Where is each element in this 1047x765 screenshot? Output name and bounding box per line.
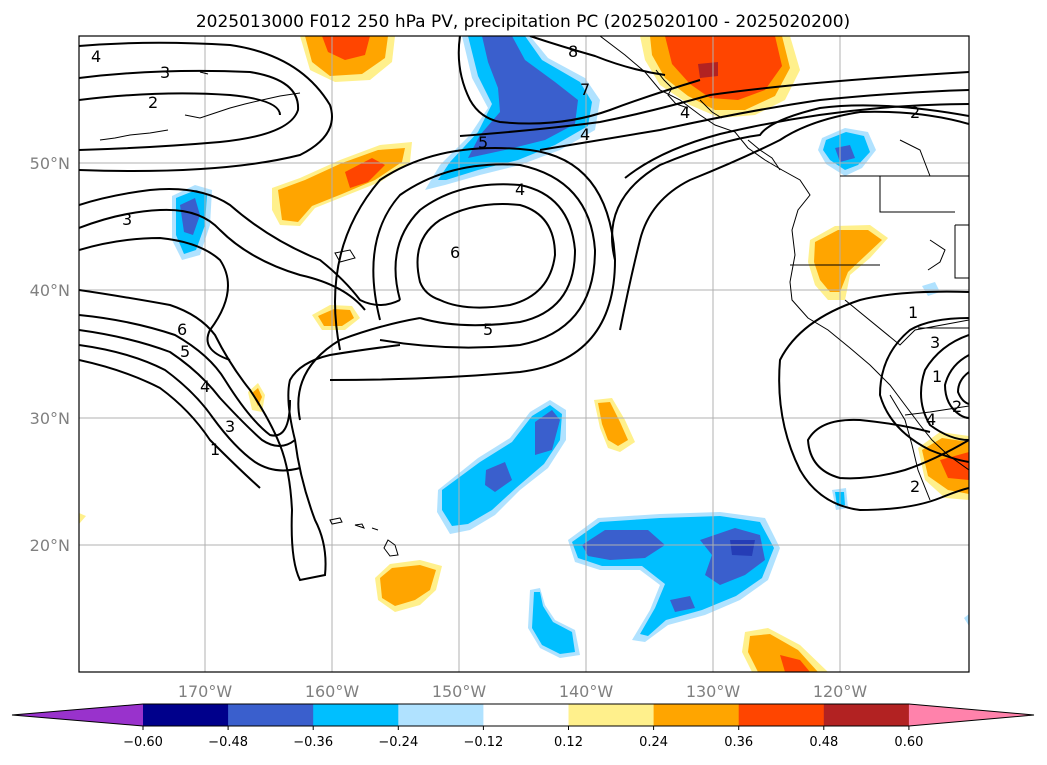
colorbar-bin	[738, 704, 825, 726]
colorbar-tick-label: −0.48	[208, 735, 248, 750]
colorbar-tick-label: −0.24	[378, 735, 418, 750]
colorbar-tick-label: 0.36	[724, 735, 753, 750]
colorbar-bin	[823, 704, 910, 726]
contour-label: 3	[225, 417, 235, 436]
lon-label: 130°W	[686, 682, 741, 701]
contour-label: 6	[450, 243, 460, 262]
contour-label: 3	[930, 333, 940, 352]
contour-label: 5	[180, 342, 190, 361]
contour-label: 4	[926, 410, 936, 429]
precipitation-shading	[79, 36, 969, 672]
contour-label: 2	[148, 93, 158, 112]
lon-label: 150°W	[432, 682, 487, 701]
contour-label: 7	[580, 80, 590, 99]
contour-label: 3	[160, 63, 170, 82]
colorbar-bin	[483, 704, 569, 726]
colorbar-bin	[398, 704, 484, 726]
positive-precip-anomaly	[79, 36, 969, 672]
lon-label: 170°W	[178, 682, 233, 701]
contour-label: 5	[483, 320, 493, 339]
colorbar-extension-high	[908, 704, 1034, 726]
colorbar-bin	[653, 704, 740, 726]
pv-contours	[79, 36, 969, 582]
lat-label: 50°N	[30, 154, 70, 173]
colorbar-tick-label: −0.12	[463, 735, 503, 750]
colorbar-bin	[228, 704, 314, 726]
lat-label: 40°N	[30, 281, 70, 300]
contour-label: 1	[932, 367, 942, 386]
contour-label: 4	[680, 103, 690, 122]
contour-label: 2	[952, 397, 962, 416]
colorbar-tick-label: 0.60	[894, 735, 923, 750]
longitude-axis: 170°W 160°W 150°W 140°W 130°W 120°W	[178, 682, 868, 701]
lon-label: 160°W	[305, 682, 360, 701]
contour-label: 6	[177, 320, 187, 339]
colorbar-bin	[143, 704, 229, 726]
contour-label: 1	[908, 303, 918, 322]
colorbar-tick-label: 0.24	[639, 735, 668, 750]
contour-label: 4	[91, 47, 101, 66]
latitude-axis: 50°N 40°N 30°N 20°N	[30, 154, 70, 555]
contour-label: 4	[580, 125, 590, 144]
colorbar-extension-low	[12, 704, 143, 726]
lon-label: 120°W	[813, 682, 868, 701]
colorbar-tick-label: 0.12	[554, 735, 583, 750]
coastlines	[99, 36, 969, 557]
map-panel: 4 3 2 3 6 5 4 3 1 2 1 4 6 5 4 5 8 7 4 2 …	[78, 35, 970, 673]
colorbar-bin	[313, 704, 399, 726]
pv-contour-labels: 4 3 2 3 6 5 4 3 1 2 1 4 6 5 4 5 8 7 4 2 …	[91, 42, 962, 496]
lon-label: 140°W	[559, 682, 614, 701]
colorbar: −0.60 −0.48 −0.36 −0.24 −0.12 0.12 0.24 0.36 0.4…	[11, 703, 1035, 750]
contour-label: 2	[910, 103, 920, 122]
contour-label: 4	[515, 180, 525, 199]
lat-label: 20°N	[30, 536, 70, 555]
contour-label: 5	[478, 133, 488, 152]
figure-title: 2025013000 F012 250 hPa PV, precipitatio…	[196, 12, 850, 32]
contour-label: 8	[568, 42, 578, 61]
contour-label: 1	[210, 440, 220, 459]
contour-label: 2	[910, 477, 920, 496]
colorbar-tick-label: 0.48	[809, 735, 838, 750]
map-frame	[78, 35, 970, 673]
colorbar-tick-label: −0.36	[293, 735, 333, 750]
lat-label: 30°N	[30, 409, 70, 428]
colorbar-bin	[568, 704, 655, 726]
contour-label: 4	[200, 377, 210, 396]
colorbar-tick-label: −0.60	[123, 735, 163, 750]
contour-label: 3	[122, 210, 132, 229]
